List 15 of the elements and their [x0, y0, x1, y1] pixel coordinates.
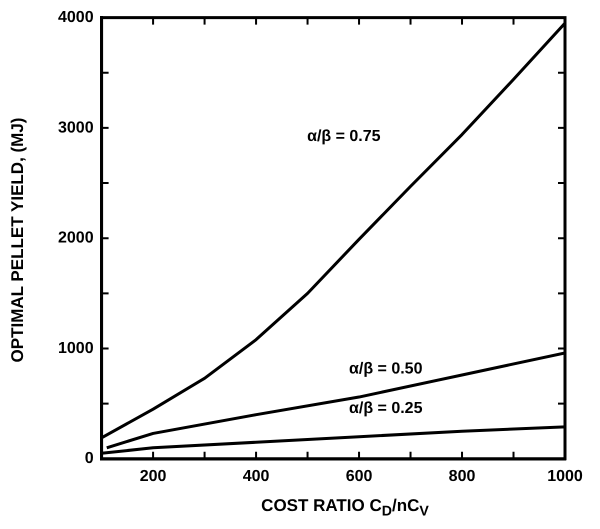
y-axis-title: OPTIMAL PELLET YIELD, (MJ) — [8, 118, 28, 362]
y-tick-label: 0 — [84, 450, 94, 468]
x-tick-label: 200 — [140, 468, 167, 485]
annotation: α/β = 0.50 — [349, 360, 423, 378]
annotation: α/β = 0.25 — [349, 400, 423, 418]
x-axis-title: COST RATIO C$_{D}$/nC$_{V}$ — [260, 496, 430, 520]
y-tick-label: 4000 — [58, 9, 94, 26]
y-tick-label: 2000 — [58, 230, 94, 247]
x-tick-label: 600 — [346, 468, 372, 485]
x-tick-label: 400 — [242, 468, 270, 485]
annotation: α/β = 0.75 — [307, 128, 381, 145]
y-tick-label: 1000 — [58, 340, 94, 357]
y-tick-label: 3000 — [58, 119, 94, 136]
x-tick-label: 1000 — [547, 468, 583, 485]
x-tick-label: 800 — [448, 468, 476, 485]
